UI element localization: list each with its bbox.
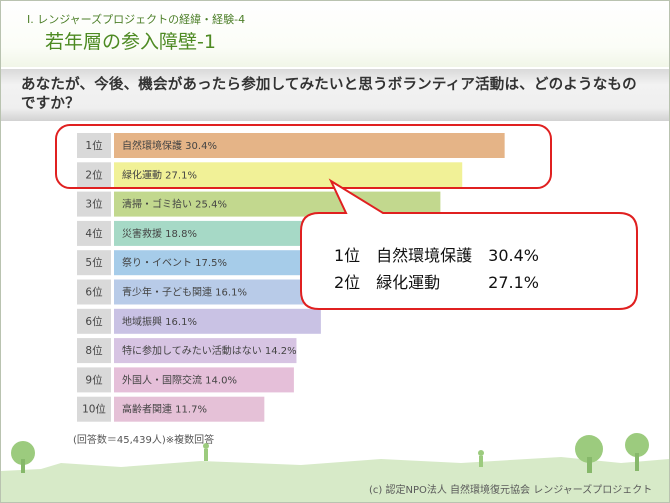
bar-label: 外国人・国際交流 14.0% (122, 373, 237, 386)
question-text: あなたが、今後、機会があったら参加してみたいと思うボランティア活動は、どのような… (21, 77, 637, 112)
rank-box (77, 133, 111, 158)
rank-label: 4位 (85, 227, 103, 240)
bar-label: 青少年・子ども関連 16.1% (122, 286, 247, 299)
bar (114, 396, 265, 422)
callout-rank2: 2位 緑化運動 27.1% (334, 273, 540, 292)
rank-label: 10位 (82, 403, 106, 416)
rank-box (77, 220, 111, 246)
copyright-footer: (c) 認定NPO法人 自然環境復元協会 レンジャーズプロジェクト (369, 485, 653, 496)
bar (114, 367, 294, 393)
rank-label: 2位 (85, 168, 103, 181)
bar (114, 279, 321, 305)
rank-label: 8位 (85, 344, 103, 357)
callout-bubble (300, 178, 638, 310)
rank-label: 3位 (85, 198, 103, 211)
top2-highlight-box (55, 124, 552, 189)
bar-label: 災害救援 18.8% (122, 227, 197, 240)
rank-box (77, 279, 111, 305)
callout-rank1: 1位 自然環境保護 30.4% (334, 246, 540, 265)
bar (114, 338, 297, 364)
question-banner: あなたが、今後、機会があったら参加してみたいと思うボランティア活動は、どのような… (1, 69, 669, 121)
rank-box (77, 191, 111, 217)
bar (114, 162, 463, 188)
bar-label: 清掃・ゴミ拾い 25.4% (122, 198, 227, 211)
rank-label: 9位 (85, 373, 103, 386)
slide-title: 若年層の参入障壁-1 (45, 31, 216, 53)
bar (114, 308, 321, 334)
rank-label: 6位 (85, 286, 103, 299)
rank-label: 1位 (85, 139, 103, 152)
rank-label: 5位 (85, 256, 103, 269)
response-count-note: (回答数＝45,439人)※複数回答 (73, 435, 215, 446)
bar-label: 祭り・イベント 17.5% (122, 257, 227, 269)
slide-header: Ⅰ. レンジャーズプロジェクトの経緯・経験-4 若年層の参入障壁-1 (1, 1, 669, 67)
section-heading: Ⅰ. レンジャーズプロジェクトの経緯・経験-4 (27, 13, 246, 26)
bar-label: 自然環境保護 30.4% (122, 139, 217, 152)
rank-box (77, 396, 111, 422)
bar-label: 地域振興 16.1% (122, 315, 197, 328)
rank-label: 6位 (85, 315, 103, 328)
bar-label: 高齢者関連 11.7% (122, 403, 207, 416)
bar-label: 特に参加してみたい活動はない 14.2% (122, 344, 297, 357)
rank-box (77, 367, 111, 393)
bar (114, 133, 505, 158)
rank-box (77, 250, 111, 276)
rank-box (77, 308, 111, 334)
rank-box (77, 338, 111, 364)
bar-label: 緑化運動 27.1% (122, 168, 197, 181)
rank-box (77, 162, 111, 188)
